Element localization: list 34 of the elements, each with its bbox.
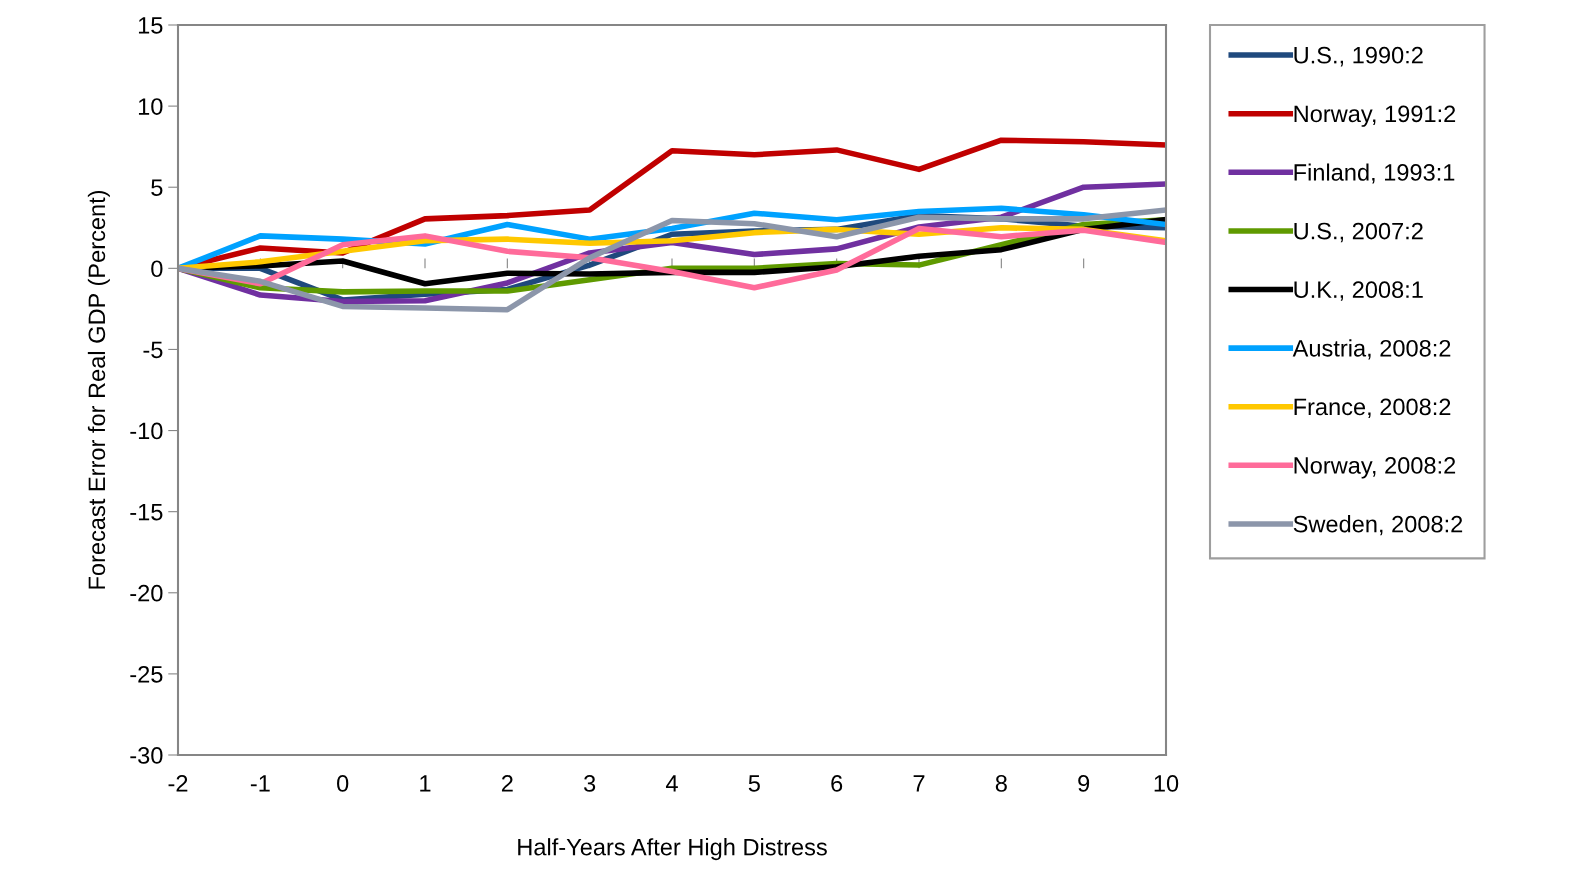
y-tick-label: -10 xyxy=(130,422,163,440)
legend-label: Norway, 1991:2 xyxy=(1294,105,1456,127)
y-tick-label: 15 xyxy=(138,17,163,34)
x-tick-label: 2 xyxy=(501,775,513,792)
legend-label: U.S., 1990:2 xyxy=(1294,46,1423,67)
legend-label: France, 2008:2 xyxy=(1294,398,1451,419)
y-tick-label: -15 xyxy=(130,503,163,521)
legend-label: Norway, 2008:2 xyxy=(1294,457,1456,479)
x-axis-title: Half-Years After High Distress xyxy=(518,838,827,861)
x-tick-label: 3 xyxy=(584,775,596,792)
x-tick-label: 6 xyxy=(831,775,843,792)
legend-label: U.K., 2008:1 xyxy=(1294,281,1423,301)
x-tick-label: 10 xyxy=(1154,775,1179,792)
legend-label: Finland, 1993:1 xyxy=(1294,163,1455,184)
x-tick-label: 5 xyxy=(748,775,760,792)
x-tick-label: 4 xyxy=(665,775,678,792)
x-tick-label: 1 xyxy=(420,775,431,792)
x-tick-label: -1 xyxy=(250,775,270,792)
y-tick-label: 0 xyxy=(151,260,163,278)
legend-label: U.S., 2007:2 xyxy=(1294,222,1423,243)
y-tick-label: -5 xyxy=(143,341,163,359)
x-tick-label: 0 xyxy=(337,775,349,792)
legend-label: Sweden, 2008:2 xyxy=(1293,515,1463,536)
x-tick-label: -2 xyxy=(168,775,188,792)
y-tick-label: -30 xyxy=(130,747,163,764)
y-tick-label: 5 xyxy=(151,179,163,197)
y-axis-title: Forecast Error for Real GDP (Percent) xyxy=(87,190,110,589)
y-tick-label: -20 xyxy=(130,584,163,602)
x-tick-label: 8 xyxy=(995,775,1007,792)
x-tick-label: 7 xyxy=(913,775,925,792)
legend-label: Austria, 2008:2 xyxy=(1292,339,1451,360)
y-tick-label: 10 xyxy=(138,98,163,115)
x-tick-label: 9 xyxy=(1078,775,1090,792)
y-tick-label: -25 xyxy=(130,665,163,683)
